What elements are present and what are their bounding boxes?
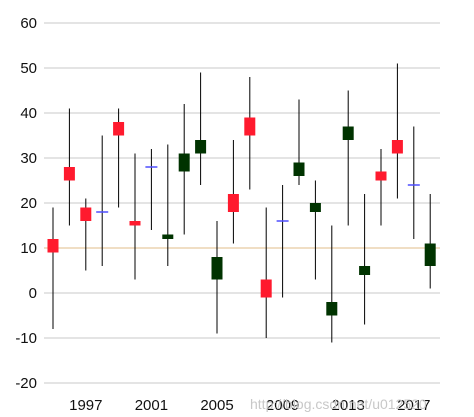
candle-body — [375, 171, 387, 181]
candle — [326, 225, 338, 343]
candle — [195, 72, 207, 185]
candle — [244, 77, 256, 190]
x-tick-label: 2005 — [200, 397, 233, 414]
candle — [309, 180, 321, 280]
candles — [47, 63, 436, 343]
y-tick-label: 50 — [20, 60, 37, 77]
candle — [47, 207, 59, 329]
y-tick-label: -10 — [15, 330, 37, 347]
candle-body — [113, 122, 125, 136]
candle — [211, 221, 223, 334]
candle — [293, 99, 305, 185]
candle-body — [162, 234, 174, 239]
y-axis-ticks: -20 -10 0 10 20 30 40 50 60 — [15, 15, 37, 392]
candle — [178, 104, 190, 235]
y-tick-label: 10 — [20, 240, 37, 257]
x-tick-label: 2001 — [135, 397, 168, 414]
x-tick-label: 1997 — [69, 397, 102, 414]
y-tick-label: 30 — [20, 150, 37, 167]
candle-body — [342, 126, 354, 140]
candle — [145, 149, 158, 230]
candle-body — [80, 207, 92, 221]
candle-body — [424, 243, 436, 266]
candle — [63, 108, 75, 226]
candle — [342, 90, 354, 226]
y-tick-label: 20 — [20, 195, 37, 212]
candle-body — [326, 302, 338, 316]
candle-body — [260, 279, 272, 298]
x-tick-label: 2009 — [266, 397, 299, 414]
candle — [359, 194, 371, 325]
candle — [113, 108, 125, 208]
candle — [129, 153, 141, 280]
candle-body — [359, 266, 371, 275]
y-tick-label: -20 — [15, 375, 37, 392]
candle-body — [47, 239, 59, 253]
x-tick-label: 2013 — [332, 397, 365, 414]
candle — [424, 194, 436, 289]
candle — [227, 140, 239, 244]
candle — [260, 207, 272, 338]
candle — [391, 63, 403, 199]
candle-body — [63, 167, 75, 181]
candle — [162, 144, 174, 266]
candle — [375, 149, 387, 226]
x-axis-ticks: 1997 2001 2005 2009 2013 2017 — [69, 397, 430, 414]
candle-body — [129, 221, 141, 226]
candle — [276, 185, 289, 298]
y-tick-label: 40 — [20, 105, 37, 122]
candle — [407, 126, 420, 239]
watermark-text: http://blog.csdn.net/u012520 — [250, 396, 427, 412]
y-tick-label: 0 — [29, 285, 37, 302]
candle-body — [391, 140, 403, 154]
candle-body — [244, 117, 256, 136]
candle-body — [227, 194, 239, 212]
candle — [96, 135, 109, 266]
candle-body — [293, 162, 305, 176]
candle-body — [309, 203, 321, 212]
candle-body — [178, 153, 190, 172]
candle-body — [195, 140, 207, 154]
y-tick-label: 60 — [20, 15, 37, 32]
candle — [80, 198, 92, 271]
candle-body — [211, 257, 223, 280]
x-tick-label: 2017 — [397, 397, 430, 414]
